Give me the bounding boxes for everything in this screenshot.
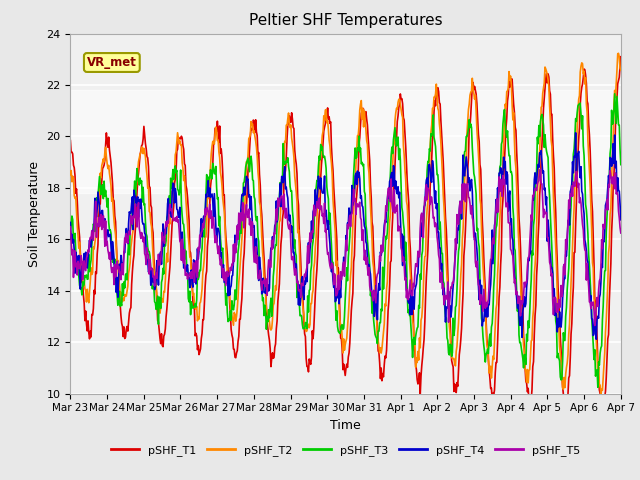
Line: pSHF_T4: pSHF_T4 xyxy=(70,133,621,339)
pSHF_T5 xyxy=(133,224,141,230)
pSHF_T2 xyxy=(133,178,141,183)
pSHF_T5 xyxy=(617,230,625,236)
pSHF_T2 xyxy=(617,67,625,73)
pSHF_T5 xyxy=(429,204,436,209)
pSHF_T1 xyxy=(77,250,84,256)
pSHF_T1 xyxy=(429,137,436,143)
pSHF_T3 xyxy=(67,226,74,231)
pSHF_T1 xyxy=(218,155,226,160)
pSHF_T4 xyxy=(572,130,579,136)
pSHF_T2 xyxy=(218,183,226,189)
pSHF_T3 xyxy=(594,384,602,390)
pSHF_T2 xyxy=(413,355,420,361)
pSHF_T1 xyxy=(67,138,74,144)
pSHF_T4 xyxy=(429,158,436,164)
pSHF_T2 xyxy=(614,50,622,56)
Line: pSHF_T2: pSHF_T2 xyxy=(70,53,621,396)
pSHF_T5 xyxy=(218,266,226,272)
Y-axis label: Soil Temperature: Soil Temperature xyxy=(28,161,41,266)
Line: pSHF_T3: pSHF_T3 xyxy=(70,94,621,387)
pSHF_T2 xyxy=(77,255,84,261)
pSHF_T3 xyxy=(429,130,436,136)
pSHF_T4 xyxy=(413,281,420,287)
pSHF_T4 xyxy=(593,336,600,342)
pSHF_T5 xyxy=(77,259,84,264)
Bar xyxy=(70,90,621,193)
pSHF_T4 xyxy=(218,275,226,280)
pSHF_T5 xyxy=(189,266,196,272)
pSHF_T3 xyxy=(413,329,420,335)
pSHF_T3 xyxy=(77,286,84,291)
pSHF_T4 xyxy=(67,219,74,225)
Title: Peltier SHF Temperatures: Peltier SHF Temperatures xyxy=(249,13,442,28)
pSHF_T5 xyxy=(591,323,598,328)
pSHF_T1 xyxy=(598,413,606,419)
pSHF_T3 xyxy=(617,162,625,168)
pSHF_T4 xyxy=(133,196,141,202)
Legend: pSHF_T1, pSHF_T2, pSHF_T3, pSHF_T4, pSHF_T5: pSHF_T1, pSHF_T2, pSHF_T3, pSHF_T4, pSHF… xyxy=(106,440,585,460)
pSHF_T5 xyxy=(536,167,544,172)
pSHF_T2 xyxy=(597,393,605,398)
pSHF_T2 xyxy=(67,172,74,178)
Line: pSHF_T1: pSHF_T1 xyxy=(70,57,621,416)
pSHF_T3 xyxy=(611,91,618,96)
Line: pSHF_T5: pSHF_T5 xyxy=(70,169,621,325)
pSHF_T3 xyxy=(189,305,196,311)
pSHF_T1 xyxy=(133,190,141,195)
pSHF_T3 xyxy=(133,166,141,171)
pSHF_T1 xyxy=(617,54,625,60)
pSHF_T1 xyxy=(189,299,196,304)
X-axis label: Time: Time xyxy=(330,419,361,432)
pSHF_T4 xyxy=(77,286,84,292)
pSHF_T4 xyxy=(617,217,625,223)
pSHF_T5 xyxy=(413,262,420,268)
pSHF_T4 xyxy=(189,284,196,290)
pSHF_T1 xyxy=(413,367,420,372)
pSHF_T3 xyxy=(218,248,226,253)
pSHF_T2 xyxy=(429,106,436,111)
pSHF_T2 xyxy=(189,293,196,299)
Text: VR_met: VR_met xyxy=(87,56,137,69)
pSHF_T5 xyxy=(67,224,74,229)
